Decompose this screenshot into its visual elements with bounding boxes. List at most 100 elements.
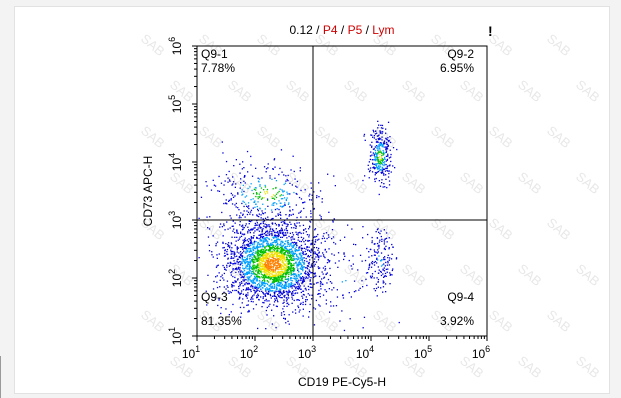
event-dot [305,300,307,303]
event-dot [388,264,391,266]
event-dot [257,252,260,254]
event-dot [375,145,378,147]
x-tick-label: 102 [240,344,258,361]
event-dot [248,288,250,290]
event-dot [260,222,262,225]
event-dot [313,261,315,263]
event-dot [271,255,274,257]
title-value: 0.12 [289,23,313,37]
event-dot [224,255,226,257]
watermark-text: SAB [457,77,487,105]
event-dot [292,234,295,236]
event-dot [282,253,284,255]
event-dot [362,237,364,239]
event-dot [287,320,289,322]
event-dot [256,264,258,266]
event-dot [300,210,302,212]
event-dot [286,225,289,227]
event-dot [247,187,249,190]
event-dot [375,164,378,166]
event-dot [324,240,326,242]
watermark-text: SAB [486,215,516,243]
event-dot [308,263,310,265]
event-dot [292,244,294,247]
event-dot [383,267,385,269]
event-dot [225,288,227,290]
event-dot [262,213,265,215]
event-dot [257,269,260,271]
event-dot [257,286,259,288]
event-dot [374,270,376,273]
event-dot [242,243,244,245]
event-dot [286,193,289,195]
event-dot [198,257,200,259]
event-dot [270,267,272,269]
event-dot [392,268,394,270]
event-dot [262,277,264,279]
event-dot [212,288,215,290]
event-dot [276,299,278,301]
event-dot [369,158,371,161]
event-dot [357,269,359,271]
event-dot [318,255,320,257]
event-dot [302,276,304,278]
event-dot [371,255,373,257]
event-dot [299,303,302,305]
event-dot [249,244,251,247]
event-dot [292,268,294,270]
event-dot [263,250,265,252]
event-dot [300,265,303,267]
event-dot [216,275,218,277]
event-dot [264,261,266,263]
event-dot [246,304,248,306]
event-dot [250,284,253,286]
event-dot [375,138,377,141]
event-dot [271,276,273,279]
event-dot [317,259,320,261]
event-dot [245,273,247,275]
event-dot [252,267,254,269]
watermark-text: SAB [515,353,545,381]
event-dot [254,187,256,189]
event-dot [253,258,255,261]
event-dot [257,197,259,200]
event-dot [279,290,281,292]
event-dot [386,166,388,168]
event-dot [350,296,352,298]
event-dot [259,253,261,255]
event-dot [246,287,248,289]
event-dot [375,160,377,162]
event-dot [285,290,288,292]
event-dot [273,278,275,280]
event-dot [250,288,252,291]
event-dot [374,146,376,148]
event-dot [264,255,267,257]
event-dot [297,275,299,277]
event-dot [275,259,277,261]
event-dot [247,243,249,245]
event-dot [297,269,299,271]
event-dot [298,279,300,281]
event-dot [259,207,261,209]
event-dot [252,260,254,262]
watermark-text: SAB [457,261,487,289]
event-dot [318,196,320,198]
event-dot [242,228,244,230]
event-dot [385,128,387,130]
event-dot [233,254,235,256]
event-dot [239,285,241,287]
event-dot [261,229,263,231]
event-dot [230,249,232,251]
event-dot [246,250,249,252]
event-dot [245,267,247,269]
event-dot [376,156,378,159]
event-dot [275,268,277,270]
event-dot [282,221,284,223]
event-dot [256,214,258,216]
event-dot [324,265,326,268]
event-dot [286,299,288,301]
event-dot [221,274,223,276]
event-dot [252,207,254,209]
event-dot [293,274,295,276]
event-dot [288,273,290,275]
